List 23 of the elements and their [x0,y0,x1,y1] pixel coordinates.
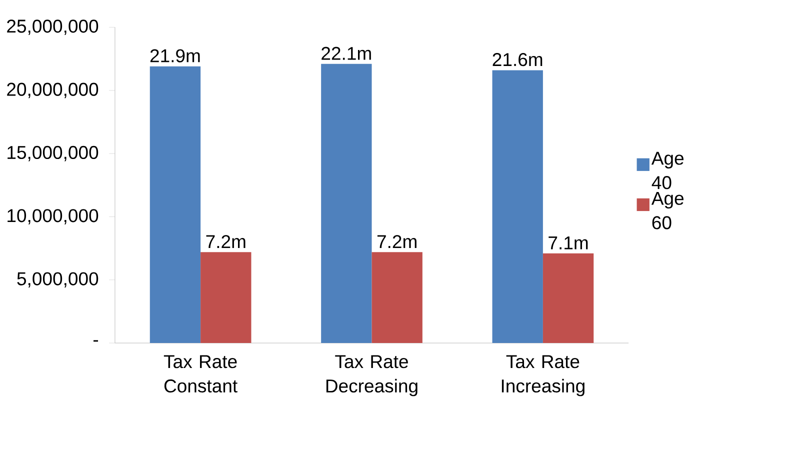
y-tick-label: - [94,340,98,342]
x-tick-label: Tax Rate Decreasing [326,355,418,396]
y-tick-label: 20,000,000 [7,82,98,98]
bar [200,252,252,344]
y-tick-label: 15,000,000 [8,146,98,162]
data-label: 22.1m [322,47,371,60]
y-tick-label: 10,000,000 [8,209,98,225]
x-tick-label: Tax Rate Constant [164,355,238,393]
data-label: 7.2m [377,235,416,248]
y-tick-label: 25,000,000 [7,20,98,36]
bar [372,252,422,344]
data-label: 7.1m [548,236,588,250]
bar [150,66,201,344]
data-label: 21.9m [150,49,200,62]
legend-label: Age 40 [651,152,684,190]
bar [542,253,594,344]
legend-label: Age 60 [651,192,684,230]
y-tick-label: 5,000,000 [17,272,98,288]
data-label: 21.6m [492,53,542,66]
bar [492,70,543,344]
bar [321,64,372,344]
x-tick-label: Tax Rate Increasing [502,355,584,396]
data-label: 7.2m [206,235,246,248]
